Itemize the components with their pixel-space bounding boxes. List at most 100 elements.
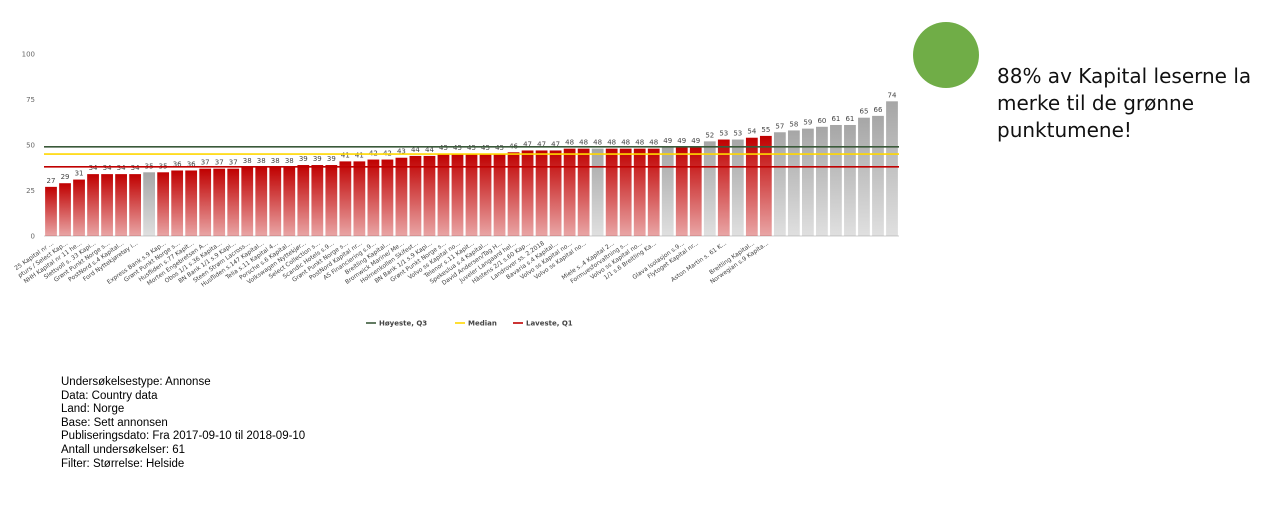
value-label: 45 [439,144,448,152]
bar [802,128,814,236]
bar [311,165,324,236]
value-label: 37 [215,159,224,167]
value-label: 29 [61,173,70,181]
value-label: 49 [691,137,700,145]
value-label: 52 [705,131,714,139]
bar [787,130,800,236]
bar [73,179,85,236]
legend-label: Median [468,320,497,328]
value-label: 60 [817,117,826,125]
value-label: 53 [719,130,728,138]
info-line: Data: Country data [61,389,158,402]
bar [185,170,198,236]
bar [858,117,870,236]
bar [619,148,632,236]
value-label: 39 [327,155,336,163]
value-label: 44 [411,146,420,154]
legend-label: Laveste, Q1 [526,320,573,328]
bar [395,157,408,236]
bar [283,166,296,236]
bar [143,172,156,236]
bar [703,141,716,236]
bar [577,148,590,236]
bar [409,155,422,236]
bar [549,150,562,236]
value-label: 74 [888,91,897,99]
bar [717,139,730,236]
bar [101,174,113,236]
bar [605,148,618,236]
value-label: 59 [803,119,812,127]
value-label: 65 [859,108,868,116]
info-line: Filter: Størrelse: Helside [61,457,185,470]
value-label: 61 [831,115,840,123]
bar [773,132,786,236]
bar [830,124,842,236]
value-label: 38 [285,157,294,165]
value-label: 44 [425,146,434,154]
bar [115,174,127,236]
value-label: 34 [89,164,98,172]
bar [647,148,660,236]
bar [325,165,338,236]
value-label: 45 [453,144,462,152]
value-label: 41 [355,151,364,159]
bar [493,154,506,236]
bar [745,137,758,236]
legend-label: Høyeste, Q3 [379,320,427,328]
bar [451,154,464,236]
y-tick-label: 100 [22,51,35,59]
value-label: 48 [635,139,644,147]
bar [381,159,394,236]
value-label: 48 [579,139,588,147]
value-label: 58 [789,120,798,128]
value-label: 34 [117,164,126,172]
y-tick-label: 75 [26,96,35,104]
bar [241,166,254,236]
value-label: 55 [761,126,770,134]
value-label: 34 [131,164,140,172]
value-label: 37 [229,159,238,167]
bar [844,124,856,236]
value-label: 57 [775,122,784,130]
info-line: Publiseringsdato: Fra 2017-09-10 til 201… [61,430,306,443]
value-label: 48 [593,139,602,147]
note: 88% av Kapital leserne la merke til de g… [997,64,1252,142]
y-tick-label: 25 [26,187,35,195]
bar [339,161,352,236]
bar [255,166,268,236]
info-block: Undersøkelsestype: Annonse Data: Country … [61,376,305,471]
bar [675,146,688,236]
bar [353,161,366,236]
info-line: Undersøkelsestype: Annonse [61,376,211,388]
bar [872,115,884,236]
bar [59,183,71,236]
y-tick-label: 50 [26,142,35,150]
value-label: 45 [467,144,476,152]
bar [521,150,534,236]
value-label: 31 [75,170,84,178]
bar [423,155,436,236]
value-label: 54 [747,128,756,136]
y-tick-label: 0 [31,233,35,241]
value-label: 37 [201,159,210,167]
bar [507,152,520,236]
info-line: Land: Norge [61,403,125,416]
bar [227,168,240,236]
value-label: 38 [243,157,252,165]
value-label: 45 [481,144,490,152]
bar [816,126,828,236]
green-dot [913,22,979,88]
value-label: 36 [173,160,182,168]
value-label: 39 [299,155,308,163]
bar [269,166,282,236]
value-label: 43 [397,148,406,156]
bar [731,139,744,236]
bar [563,148,576,236]
bar [199,168,212,236]
value-label: 49 [663,137,672,145]
bar [157,172,170,236]
value-label: 61 [845,115,854,123]
